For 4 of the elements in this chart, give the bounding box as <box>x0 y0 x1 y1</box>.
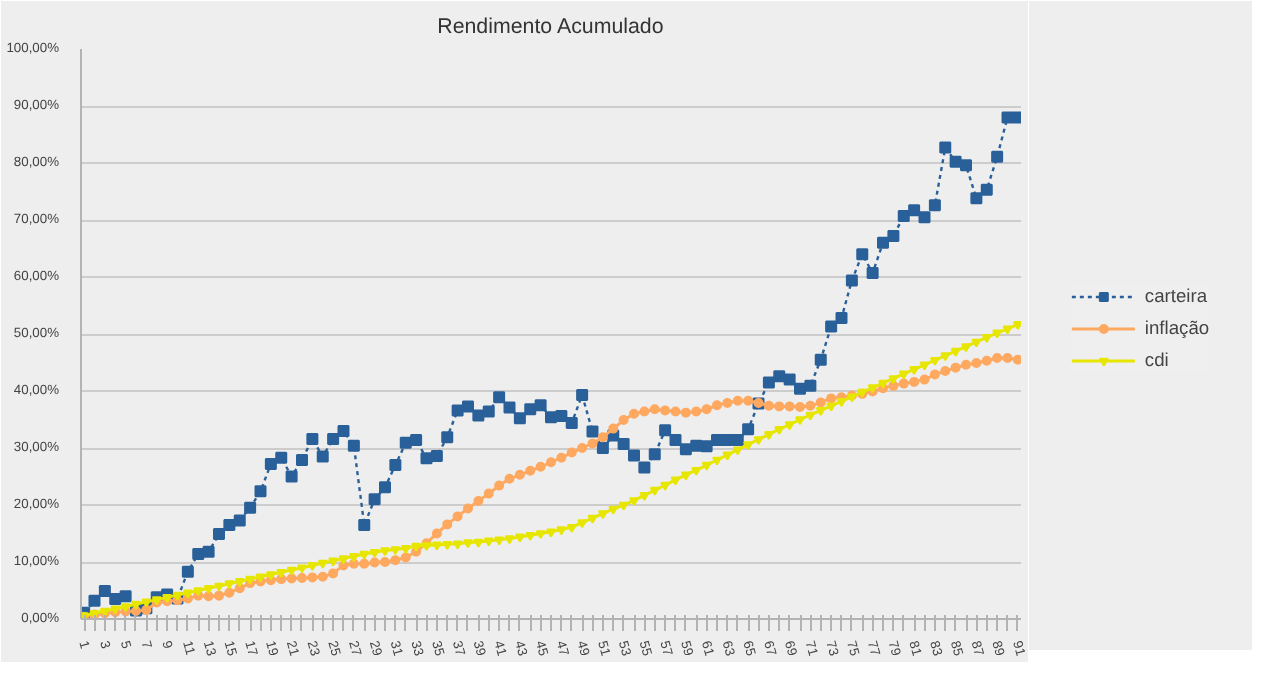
legend-label: cdi <box>1144 349 1171 369</box>
chart-title: Rendimento Acumulado <box>437 15 664 39</box>
legend-label: carteira <box>1144 285 1208 305</box>
legend-label: inflação <box>1144 317 1210 337</box>
